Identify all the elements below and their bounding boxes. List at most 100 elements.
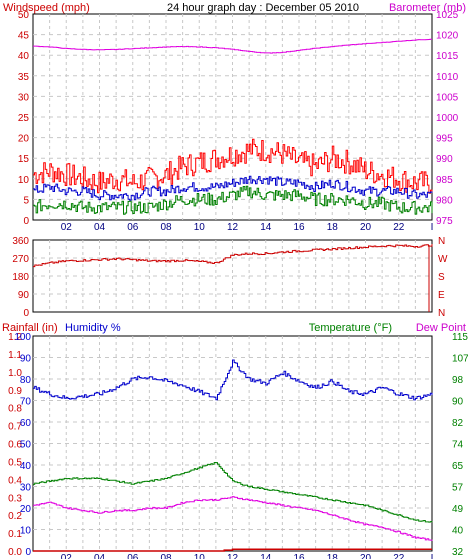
humidity-tick-label: 0 [25, 547, 31, 558]
barometer-axis-label: Barometer (mb) [389, 2, 466, 14]
weather-x-tick-label: 20 [360, 553, 372, 559]
humidity-tick-label: 30 [20, 483, 32, 494]
dewpoint-axis-label: Dew Point [416, 322, 466, 334]
temperature-tick-label: 49 [452, 504, 464, 515]
windspeed-tick-label: 30 [18, 92, 30, 103]
rainfall-tick-label: 0.1 [8, 529, 22, 540]
wind-x-tick-label: 18 [327, 222, 339, 233]
wind-x-tick-label: 22 [393, 222, 405, 233]
compass-label: W [438, 254, 448, 265]
temperature-tick-label: 57 [452, 483, 464, 494]
wind-x-tick-label: 04 [94, 222, 106, 233]
weather-x-tick-label: 06 [127, 553, 139, 559]
humidity-tick-label: 20 [20, 504, 32, 515]
humidity-tick-label: 10 [20, 526, 32, 537]
wind-x-tick-label: 16 [293, 222, 305, 233]
compass-label: N [438, 236, 445, 247]
barometer-tick-label: 980 [436, 195, 453, 206]
barometer-tick-label: 1000 [436, 113, 459, 124]
temperature-tick-label: 40 [452, 526, 464, 537]
direction-tick-label: 0 [23, 308, 29, 319]
rainfall-tick-label: 1.0 [8, 368, 22, 379]
humidity-tick-label: 90 [20, 354, 32, 365]
wind-direction-line [33, 244, 433, 268]
rainfall-tick-label: 0.9 [8, 386, 22, 397]
wind-x-tick-label: I [431, 222, 434, 233]
barometer-tick-label: 1005 [436, 92, 459, 103]
rainfall-axis-label: Rainfall (in) [2, 322, 58, 334]
wind-average-line [33, 175, 433, 201]
weather-x-tick-label: 10 [194, 553, 206, 559]
barometer-tick-label: 985 [436, 175, 453, 186]
weather-x-tick-label: 08 [160, 553, 172, 559]
rainfall-tick-label: 0.7 [8, 422, 22, 433]
temperature-tick-label: 82 [452, 418, 464, 429]
weather-x-tick-label: 18 [327, 553, 339, 559]
humidity-tick-label: 60 [20, 418, 32, 429]
dewpoint-line [33, 496, 433, 541]
rainfall-tick-label: 0.4 [8, 475, 22, 486]
windspeed-tick-label: 25 [18, 113, 30, 124]
windspeed-tick-label: 15 [18, 154, 30, 165]
weather-x-tick-label: 22 [393, 553, 405, 559]
wind-x-tick-label: 02 [61, 222, 73, 233]
chart-title: 24 hour graph day : December 05 2010 [167, 2, 359, 14]
temperature-tick-label: 74 [452, 440, 464, 451]
barometer-tick-label: 1010 [436, 72, 459, 83]
weather-x-tick-label: 16 [293, 553, 305, 559]
compass-label: N [438, 308, 445, 319]
weather-x-tick-label: 14 [260, 553, 272, 559]
barometer-tick-label: 990 [436, 154, 453, 165]
windspeed-axis-label: Windspeed (mph) [3, 2, 90, 14]
compass-label: S [438, 272, 445, 283]
wind-minimum-line [33, 185, 433, 215]
rainfall-tick-label: 0.6 [8, 440, 22, 451]
wind-x-tick-label: 06 [127, 222, 139, 233]
windspeed-tick-label: 50 [18, 10, 30, 21]
barometer-line [33, 38, 432, 54]
temperature-axis-label: Temperature (°F) [309, 322, 392, 334]
barometer-tick-label: 1025 [436, 10, 459, 21]
wind-x-tick-label: 14 [260, 222, 272, 233]
rainfall-tick-label: 1.2 [8, 332, 22, 343]
weather-x-tick-label: 02 [61, 553, 73, 559]
humidity-tick-label: 80 [20, 375, 32, 386]
windspeed-tick-label: 35 [18, 72, 30, 83]
temperature-tick-label: 115 [452, 332, 468, 343]
windspeed-tick-label: 40 [18, 51, 30, 62]
rainfall-tick-label: 1.1 [8, 350, 22, 361]
compass-label: E [438, 290, 445, 301]
temperature-line [33, 462, 433, 523]
humidity-tick-label: 40 [20, 461, 32, 472]
windspeed-tick-label: 10 [18, 175, 30, 186]
rainfall-tick-label: 0.0 [8, 547, 22, 558]
humidity-axis-label: Humidity % [65, 322, 121, 334]
weather-x-tick-label: 12 [227, 553, 239, 559]
wind-x-tick-label: 10 [194, 222, 206, 233]
humidity-tick-label: 50 [20, 440, 32, 451]
temperature-tick-label: 90 [452, 397, 464, 408]
barometer-tick-label: 1015 [436, 51, 459, 62]
rainfall-tick-label: 0.8 [8, 404, 22, 415]
temperature-tick-label: 98 [452, 375, 464, 386]
wind-x-tick-label: 12 [227, 222, 239, 233]
wind-x-tick-label: 20 [360, 222, 372, 233]
weather-x-tick-label: I [431, 553, 434, 559]
direction-tick-label: 90 [18, 290, 30, 301]
barometer-tick-label: 1020 [436, 31, 459, 42]
direction-tick-label: 270 [12, 254, 29, 265]
rainfall-tick-label: 0.5 [8, 457, 22, 468]
rainfall-tick-label: 0.2 [8, 511, 22, 522]
humidity-line [33, 359, 433, 401]
temperature-tick-label: 32 [452, 547, 464, 558]
barometer-tick-label: 975 [436, 216, 453, 227]
windspeed-tick-label: 0 [23, 216, 29, 227]
direction-tick-label: 360 [12, 236, 29, 247]
temperature-tick-label: 107 [452, 354, 468, 365]
windspeed-tick-label: 45 [18, 31, 30, 42]
humidity-tick-label: 70 [20, 397, 32, 408]
windspeed-tick-label: 5 [23, 195, 29, 206]
wind-x-tick-label: 08 [160, 222, 172, 233]
